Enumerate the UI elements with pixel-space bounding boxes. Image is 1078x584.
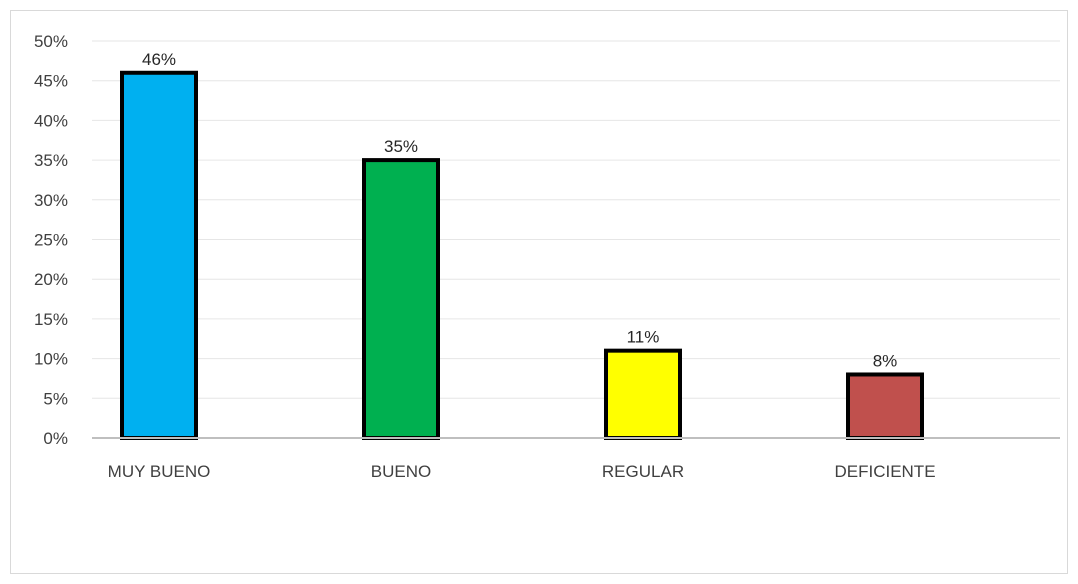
y-tick-label: 20%	[34, 270, 68, 289]
y-tick-label: 40%	[34, 111, 68, 130]
y-tick-label: 10%	[34, 350, 68, 369]
bar	[362, 158, 440, 440]
x-tick-label: MUY BUENO	[108, 462, 211, 481]
x-tick-label: REGULAR	[602, 462, 684, 481]
x-tick-label: DEFICIENTE	[834, 462, 935, 481]
data-label: 46%	[142, 50, 176, 69]
y-tick-label: 15%	[34, 310, 68, 329]
data-label: 8%	[873, 351, 898, 370]
x-tick-label: BUENO	[371, 462, 431, 481]
y-tick-label: 0%	[43, 429, 68, 448]
y-tick-label: 50%	[34, 32, 68, 51]
y-tick-label: 35%	[34, 151, 68, 170]
bar	[120, 70, 198, 440]
bar	[604, 348, 682, 440]
bar	[846, 372, 924, 441]
y-tick-label: 30%	[34, 191, 68, 210]
y-tick-label: 25%	[34, 231, 68, 250]
y-tick-label: 5%	[43, 389, 68, 408]
data-label: 35%	[384, 137, 418, 156]
y-tick-label: 45%	[34, 72, 68, 91]
data-label: 11%	[627, 328, 660, 347]
